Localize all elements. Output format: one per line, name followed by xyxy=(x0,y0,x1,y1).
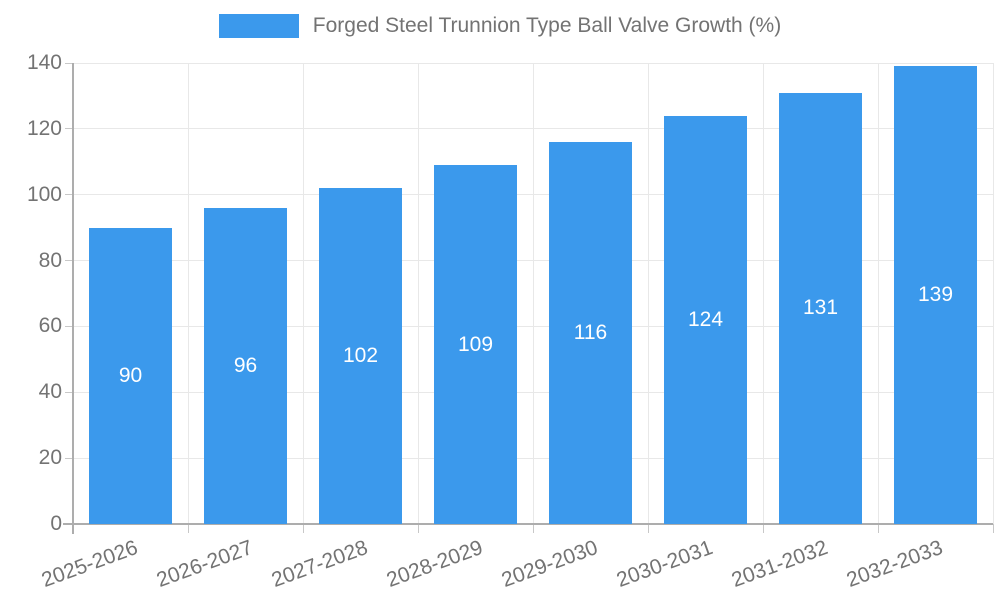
bar-value-label: 90 xyxy=(118,363,143,387)
x-axis-tick-label: 2029-2030 xyxy=(498,536,601,592)
bar-value-label: 102 xyxy=(342,344,379,368)
bar-value-label: 124 xyxy=(687,307,724,331)
legend-label: Forged Steel Trunnion Type Ball Valve Gr… xyxy=(312,14,782,37)
x-axis-tick-label: 2026-2027 xyxy=(153,536,256,592)
x-axis-tick-label: 2031-2032 xyxy=(728,536,831,592)
y-tick-mark xyxy=(65,194,73,196)
x-axis-tick-label: 2028-2029 xyxy=(383,536,486,592)
x-tick-mark xyxy=(417,524,419,533)
x-gridline xyxy=(992,63,994,524)
bar-2028-2029[interactable] xyxy=(434,165,517,524)
y-axis-tick-label: 20 xyxy=(38,446,62,470)
y-tick-mark xyxy=(65,260,73,262)
x-axis-tick-label: 2025-2026 xyxy=(38,536,141,592)
y-axis-tick-label: 80 xyxy=(38,248,62,272)
x-gridline xyxy=(762,63,764,524)
bar-value-label: 139 xyxy=(917,283,954,307)
bar-value-label: 96 xyxy=(233,353,258,377)
bar-2027-2028[interactable] xyxy=(319,188,402,524)
bar-value-label: 131 xyxy=(802,296,839,320)
y-tick-mark xyxy=(65,391,73,393)
bar-2029-2030[interactable] xyxy=(549,142,632,524)
bar-value-label: 116 xyxy=(573,321,608,344)
x-gridline xyxy=(647,63,649,524)
y-axis-tick-label: 60 xyxy=(38,314,62,338)
x-tick-mark xyxy=(302,524,304,533)
x-axis-line xyxy=(63,523,993,525)
y-axis-tick-label: 140 xyxy=(26,51,62,74)
bar-2032-2033[interactable] xyxy=(894,66,977,524)
x-tick-mark xyxy=(877,524,879,533)
bar-2026-2027[interactable] xyxy=(204,207,287,524)
x-tick-mark xyxy=(532,524,534,533)
x-tick-mark xyxy=(187,524,189,533)
bar-2025-2026[interactable] xyxy=(89,227,172,524)
y-axis-tick-label: 0 xyxy=(50,512,62,535)
y-tick-mark xyxy=(65,62,73,64)
x-tick-mark xyxy=(762,524,764,533)
x-axis-tick-label: 2032-2033 xyxy=(843,536,946,592)
x-gridline xyxy=(877,63,879,524)
x-axis-tick-label: 2030-2031 xyxy=(613,536,716,592)
x-gridline xyxy=(532,63,534,524)
bar-2030-2031[interactable] xyxy=(664,115,747,524)
y-axis-line xyxy=(72,63,74,534)
x-axis-tick-label: 2027-2028 xyxy=(268,536,371,592)
bar-value-label: 109 xyxy=(457,332,494,356)
y-tick-mark xyxy=(65,457,73,459)
legend-swatch xyxy=(218,14,299,38)
x-gridline xyxy=(417,63,419,524)
bar-2031-2032[interactable] xyxy=(779,92,862,524)
y-tick-mark xyxy=(65,325,73,327)
x-tick-mark xyxy=(992,524,994,533)
x-tick-mark xyxy=(647,524,649,533)
legend-item[interactable]: Forged Steel Trunnion Type Ball Valve Gr… xyxy=(0,14,1000,38)
y-tick-mark xyxy=(65,128,73,130)
y-axis-tick-label: 120 xyxy=(26,116,62,140)
x-gridline xyxy=(302,63,304,524)
y-axis-tick-label: 100 xyxy=(26,182,62,206)
y-axis-tick-label: 40 xyxy=(38,380,62,404)
x-gridline xyxy=(187,63,189,524)
